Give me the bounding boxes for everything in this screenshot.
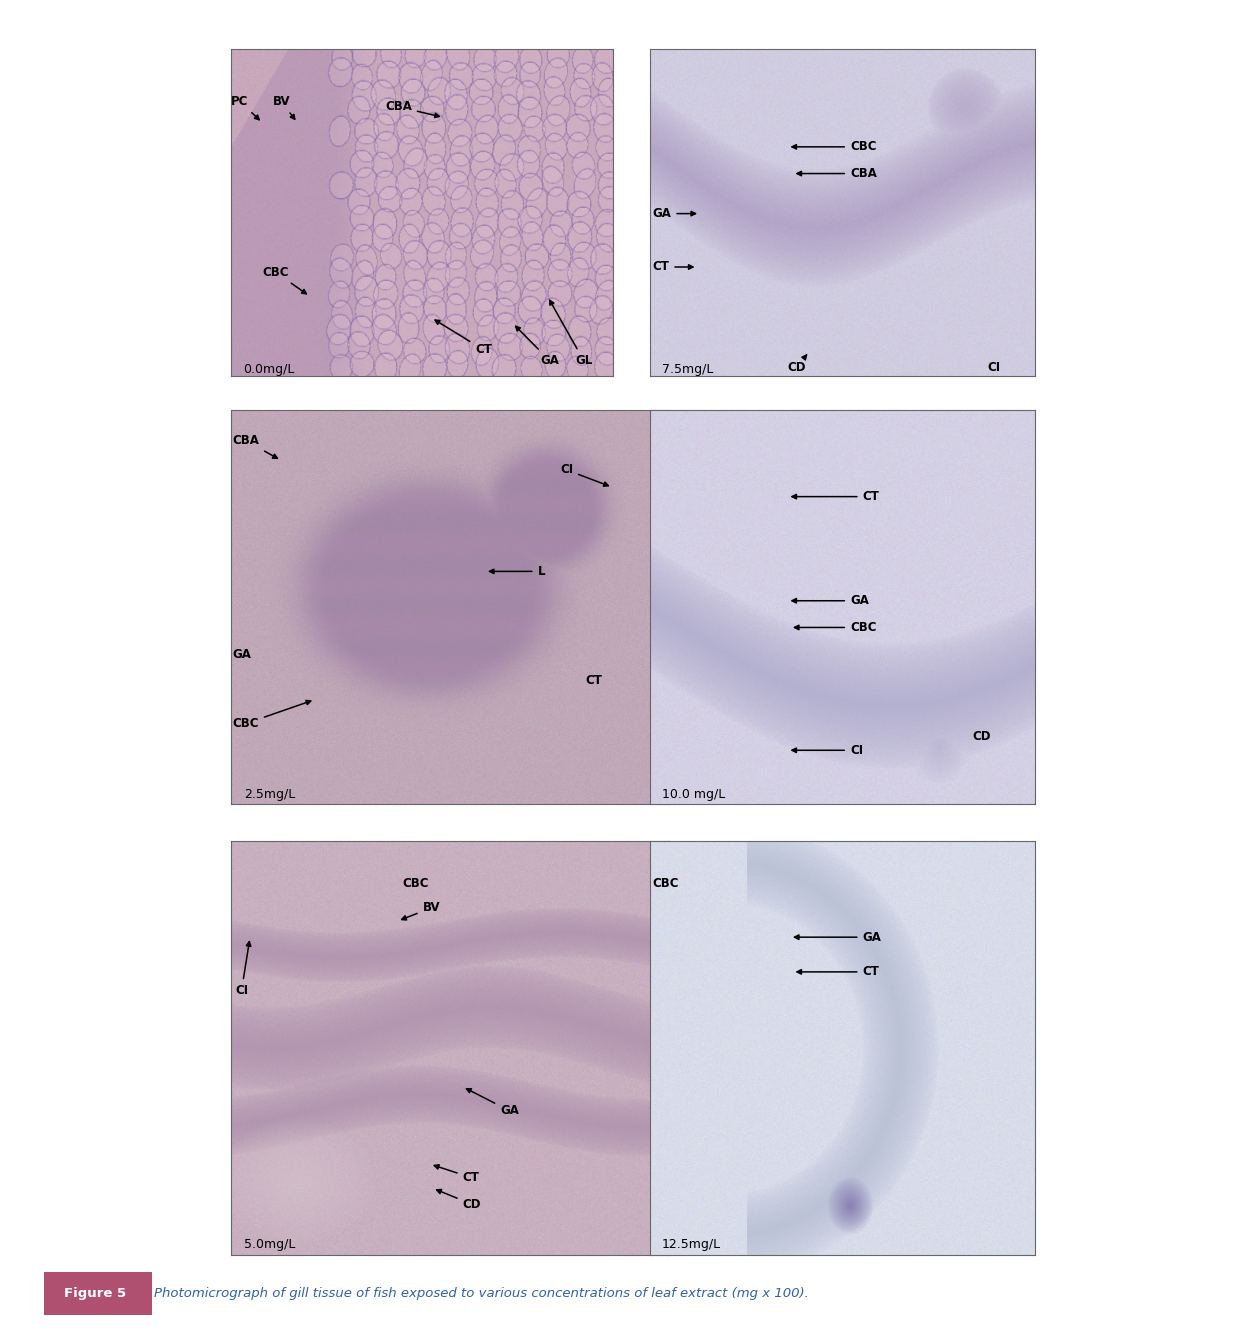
Text: CBC: CBC xyxy=(402,877,429,890)
Text: CI: CI xyxy=(560,463,609,486)
Text: CT: CT xyxy=(585,674,602,688)
Text: CT: CT xyxy=(435,320,492,356)
FancyBboxPatch shape xyxy=(38,1272,151,1315)
Text: GA: GA xyxy=(652,207,695,220)
Text: 10.0 mg/L: 10.0 mg/L xyxy=(661,788,725,801)
Text: CBA: CBA xyxy=(232,434,278,458)
Text: CD: CD xyxy=(788,355,806,374)
Text: CI: CI xyxy=(792,744,864,757)
Text: CD: CD xyxy=(972,730,991,744)
Text: CBC: CBC xyxy=(795,621,876,634)
Text: CT: CT xyxy=(792,490,879,503)
Text: GL: GL xyxy=(550,300,592,367)
Text: GA: GA xyxy=(516,326,559,367)
Text: GA: GA xyxy=(466,1089,519,1117)
Text: 12.5mg/L: 12.5mg/L xyxy=(661,1239,721,1251)
Text: GA: GA xyxy=(792,594,869,607)
Text: L: L xyxy=(490,565,545,578)
Text: CBA: CBA xyxy=(798,167,877,180)
Text: CBC: CBC xyxy=(792,140,876,154)
Text: BV: BV xyxy=(272,95,295,119)
Text: CBC: CBC xyxy=(232,701,311,730)
Text: Figure 5: Figure 5 xyxy=(64,1287,126,1300)
Text: CI: CI xyxy=(235,941,251,997)
Text: CT: CT xyxy=(798,965,879,979)
Text: CT: CT xyxy=(652,260,692,274)
Text: CT: CT xyxy=(434,1164,480,1184)
Text: GA: GA xyxy=(232,647,251,661)
Text: CBC: CBC xyxy=(262,266,306,294)
Text: 5.0mg/L: 5.0mg/L xyxy=(245,1239,296,1251)
Text: 0.0mg/L: 0.0mg/L xyxy=(242,363,294,376)
Text: 2.5mg/L: 2.5mg/L xyxy=(245,788,296,801)
Text: CBC: CBC xyxy=(652,877,679,890)
Text: Photomicrograph of gill tissue of fish exposed to various concentrations of leaf: Photomicrograph of gill tissue of fish e… xyxy=(154,1287,809,1300)
Text: CI: CI xyxy=(988,360,1000,374)
Text: CD: CD xyxy=(436,1189,481,1211)
Text: BV: BV xyxy=(401,901,440,920)
Text: PC: PC xyxy=(231,95,259,120)
Text: CBA: CBA xyxy=(385,100,440,117)
Text: GA: GA xyxy=(795,930,881,944)
Text: 7.5mg/L: 7.5mg/L xyxy=(661,363,712,376)
